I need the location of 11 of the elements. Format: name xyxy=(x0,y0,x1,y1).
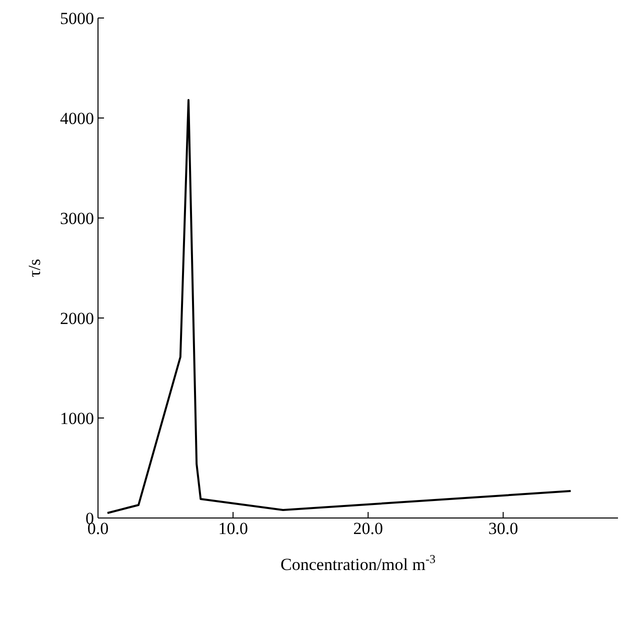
x-tick-label: 20.0 xyxy=(353,519,384,538)
y-tick-label: 2000 xyxy=(60,308,94,328)
x-axis-title: Concentration/mol m$^{-3}$ xyxy=(280,552,436,574)
line-series xyxy=(106,99,572,514)
x-tick-label: 30.0 xyxy=(488,519,518,538)
y-tick-label: 3000 xyxy=(60,208,94,228)
y-tick-label: 5000 xyxy=(60,8,94,28)
y-axis-title: τ/s xyxy=(25,258,44,278)
y-tick-label: 1000 xyxy=(60,408,94,428)
y-tick-label: 4000 xyxy=(60,108,94,128)
x-tick-label: 10.0 xyxy=(218,519,248,538)
